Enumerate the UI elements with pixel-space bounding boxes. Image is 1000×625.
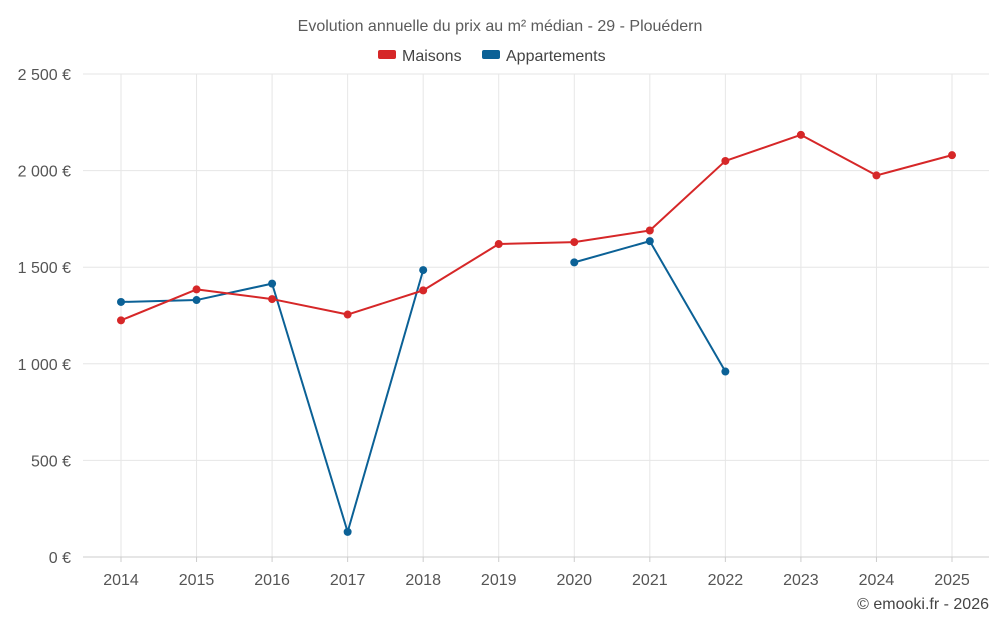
x-tick-label: 2023 (783, 572, 819, 589)
y-tick-label: 500 € (31, 453, 71, 470)
data-point-maisons (268, 295, 277, 304)
x-tick-label: 2017 (330, 572, 366, 589)
legend-swatch-maisons (378, 50, 396, 59)
x-tick-label: 2021 (632, 572, 668, 589)
y-tick-label: 1 500 € (18, 260, 71, 277)
legend-item-appartements[interactable]: Appartements (482, 48, 606, 65)
data-point-maisons (494, 240, 503, 249)
legend: Maisons Appartements (378, 48, 606, 65)
data-point-appartements (192, 296, 201, 305)
x-tick-label: 2025 (934, 572, 970, 589)
data-point-appartements (268, 279, 277, 288)
legend-label-appartements: Appartements (506, 48, 606, 65)
x-tick-label: 2024 (859, 572, 895, 589)
credit: © emooki.fr - 2026 (857, 596, 989, 613)
x-tick-label: 2016 (254, 572, 290, 589)
legend-item-maisons[interactable]: Maisons (378, 48, 462, 65)
data-point-maisons (343, 310, 352, 319)
chart-title: Evolution annuelle du prix au m² médian … (298, 18, 703, 35)
data-point-maisons (570, 238, 579, 247)
data-point-maisons (117, 316, 125, 325)
x-axis: 2014 2015 2016 2017 2018 2019 2020 2021 2022 2023… (83, 556, 989, 589)
data-point-maisons (796, 130, 805, 139)
data-point-appartements (343, 527, 352, 536)
data-point-appartements (419, 266, 428, 275)
legend-swatch-appartements (482, 50, 500, 59)
data-point-maisons (419, 286, 428, 295)
grid (83, 73, 989, 558)
data-point-maisons (721, 156, 730, 165)
y-tick-label: 1 000 € (18, 357, 71, 374)
series-line-maisons (120, 133, 953, 322)
data-point-maisons (948, 151, 956, 160)
data-point-appartements (117, 297, 125, 306)
x-tick-label: 2015 (179, 572, 215, 589)
data-point-maisons (872, 171, 881, 180)
y-tick-label: 2 000 € (18, 164, 71, 181)
y-axis: 0 € 500 € 1 000 € 1 500 € 2 000 € 2 500 € (18, 67, 71, 567)
x-tick-label: 2019 (481, 572, 517, 589)
legend-label-maisons: Maisons (402, 48, 462, 65)
data-point-maisons (192, 285, 201, 294)
x-tick-label: 2018 (405, 572, 441, 589)
y-tick-label: 2 500 € (18, 67, 71, 84)
series-maisons (117, 130, 956, 325)
x-tick-label: 2020 (556, 572, 592, 589)
y-tick-label: 0 € (49, 550, 71, 567)
data-point-appartements (570, 258, 579, 267)
data-point-maisons (645, 226, 654, 235)
series-group (117, 130, 956, 536)
x-tick-label: 2022 (708, 572, 744, 589)
data-point-appartements (721, 367, 730, 376)
x-tick-label: 2014 (103, 572, 139, 589)
data-point-appartements (645, 237, 654, 246)
